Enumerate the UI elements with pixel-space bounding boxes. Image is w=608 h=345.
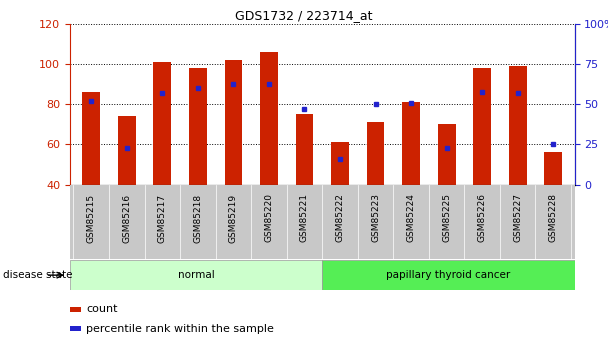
Text: count: count xyxy=(86,304,117,314)
Text: GSM85217: GSM85217 xyxy=(158,194,167,243)
Bar xyxy=(331,142,349,185)
Bar xyxy=(322,260,575,290)
Bar xyxy=(438,125,455,185)
Text: GSM85218: GSM85218 xyxy=(193,194,202,243)
Bar xyxy=(544,152,562,185)
Text: GDS1732 / 223714_at: GDS1732 / 223714_at xyxy=(235,9,373,22)
Bar xyxy=(82,92,100,185)
Bar xyxy=(189,68,207,185)
Text: GSM85223: GSM85223 xyxy=(371,194,380,243)
Text: GSM85228: GSM85228 xyxy=(549,194,558,243)
Text: GSM85221: GSM85221 xyxy=(300,194,309,243)
Bar xyxy=(70,260,322,290)
Text: papillary thyroid cancer: papillary thyroid cancer xyxy=(386,270,511,280)
Text: disease state: disease state xyxy=(3,270,72,280)
Text: GSM85220: GSM85220 xyxy=(264,194,274,243)
Text: GSM85215: GSM85215 xyxy=(87,194,95,243)
Bar xyxy=(295,115,313,185)
Bar xyxy=(153,62,171,185)
Text: GSM85227: GSM85227 xyxy=(513,194,522,243)
Bar xyxy=(260,52,278,185)
Text: GSM85216: GSM85216 xyxy=(122,194,131,243)
Text: GSM85224: GSM85224 xyxy=(407,194,416,242)
Bar xyxy=(70,185,575,259)
Text: GSM85226: GSM85226 xyxy=(478,194,486,243)
Text: GSM85222: GSM85222 xyxy=(336,194,345,242)
Bar xyxy=(118,116,136,185)
Bar xyxy=(70,307,81,312)
Text: GSM85225: GSM85225 xyxy=(442,194,451,243)
Bar xyxy=(367,122,384,185)
Bar xyxy=(473,68,491,185)
Bar xyxy=(224,60,242,185)
Text: GSM85219: GSM85219 xyxy=(229,194,238,243)
Text: percentile rank within the sample: percentile rank within the sample xyxy=(86,324,274,334)
Bar xyxy=(70,326,81,331)
Bar xyxy=(509,66,527,185)
Text: normal: normal xyxy=(178,270,215,280)
Bar xyxy=(402,102,420,185)
